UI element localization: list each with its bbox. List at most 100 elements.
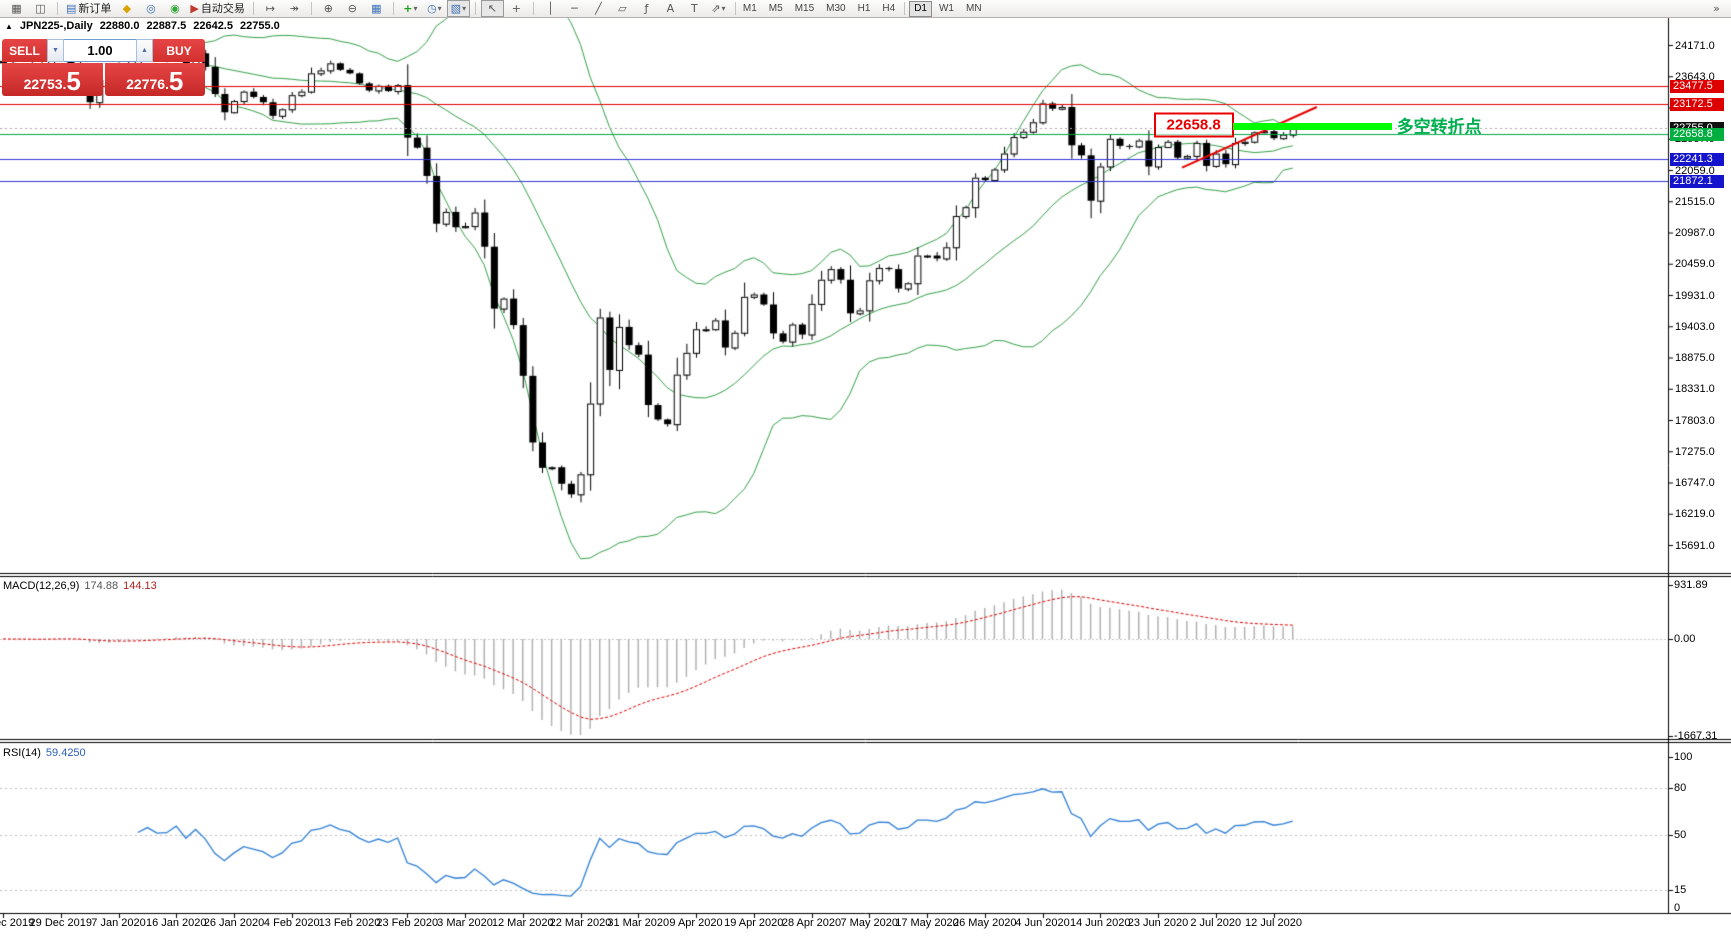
highlight-bar-object[interactable] — [1233, 122, 1392, 130]
timeframe-button-M5[interactable]: M5 — [768, 2, 783, 14]
toolbar-group-indicators: + ▾ ◷ ▾ ▧ ▾ — [396, 0, 473, 18]
timeframe-button-H1[interactable]: H1 — [857, 2, 871, 14]
new-order-button[interactable]: ▤ 新订单 — [63, 0, 114, 17]
crosshair-icon: + — [511, 2, 521, 15]
symbol-title: JPN225-,Daily — [19, 20, 93, 32]
rsi-axis-label: 15 — [1674, 883, 1687, 896]
new-chart-button[interactable]: ▦ — [5, 0, 28, 17]
text-label-button[interactable]: T — [683, 0, 706, 17]
volume-input[interactable] — [64, 39, 136, 62]
channel-button[interactable]: ▱ — [611, 0, 634, 17]
crosshair-button[interactable]: + — [505, 0, 528, 17]
signals-button[interactable]: ◉ — [163, 0, 186, 17]
price-tick-label: 21515.0 — [1675, 195, 1715, 208]
fibonacci-icon: ƒ — [644, 2, 649, 15]
macd-axis-label: 0.00 — [1674, 633, 1696, 645]
sell-price[interactable]: 22753. 5 — [2, 63, 103, 96]
price-tick-label: 15691.0 — [1675, 539, 1715, 552]
community-icon: ◎ — [146, 2, 156, 15]
zoom-in-button[interactable]: ⊕ — [317, 0, 340, 17]
vertical-line-icon: │ — [547, 2, 554, 15]
cursor-button[interactable]: ↖ — [480, 0, 504, 17]
macd-axis-label: 931.89 — [1674, 579, 1708, 591]
price-tick-label: 18875.0 — [1675, 352, 1715, 364]
timeframe-button-M15[interactable]: M15 — [794, 2, 815, 14]
sell-button[interactable]: SELL — [2, 39, 47, 62]
chart-title-bar: ▲ JPN225-,Daily 22880.0 22887.5 22642.5 … — [5, 20, 280, 32]
trendline-button[interactable]: ╱ — [587, 0, 610, 17]
price-tick-label: 18331.0 — [1675, 383, 1715, 396]
timeframe-button-H4[interactable]: H4 — [882, 2, 896, 14]
new-order-label: 新订单 — [78, 2, 112, 15]
price-tick-label: 19931.0 — [1675, 289, 1715, 302]
date-label: 2 Jul 2020 — [1190, 917, 1242, 929]
toolbar-separator — [904, 2, 906, 15]
new-chart-icon: ▦ — [11, 2, 22, 15]
price-annotation-text: 22658.8 — [1166, 116, 1221, 134]
templates-button[interactable]: ▧ ▾ — [446, 0, 470, 17]
pane-splitter[interactable] — [0, 737, 1731, 743]
timeframe-button-M30[interactable]: M30 — [826, 2, 846, 14]
pane-splitter[interactable] — [0, 571, 1731, 577]
arrows-button[interactable]: ⇗ ▾ — [707, 0, 730, 17]
periods-button[interactable]: ◷ ▾ — [423, 0, 446, 17]
timeframe-button-D1[interactable]: D1 — [909, 0, 932, 17]
volume-decrease-stepper[interactable]: ▼ — [47, 39, 64, 62]
buy-price-main: 22776. — [126, 76, 169, 92]
fibonacci-button[interactable]: ƒ — [635, 0, 658, 17]
timeframe-button-MN[interactable]: MN — [965, 2, 982, 14]
date-label: 22 Mar 2020 — [549, 917, 612, 929]
date-label: 19 Apr 2020 — [724, 917, 784, 929]
add-indicator-icon: + — [403, 2, 413, 15]
rsi-value: 59.4250 — [45, 747, 86, 759]
zoom-out-button[interactable]: ⊖ — [341, 0, 364, 17]
timeframe-button-W1[interactable]: W1 — [938, 2, 954, 14]
macd-axis-label: -1667.31 — [1674, 729, 1718, 742]
price-tick-label: 20987.0 — [1675, 227, 1715, 239]
text-button[interactable]: A — [659, 0, 682, 17]
chevron-down-icon: ▾ — [462, 4, 467, 13]
toolbar-more-icon: » — [1713, 2, 1720, 15]
price-tick-label: 17803.0 — [1675, 414, 1715, 427]
autotrading-button[interactable]: ▶ 自动交易 — [187, 0, 247, 17]
macd-value-signal: 144.13 — [123, 580, 157, 592]
note-text-object[interactable]: 多空转折点 — [1396, 117, 1482, 137]
date-label: 12 Mar 2020 — [491, 917, 554, 929]
date-label: 26 May 2020 — [952, 917, 1017, 929]
price-annotation-box[interactable]: 22658.8 — [1153, 112, 1234, 138]
rsi-label: RSI(14) — [3, 747, 41, 759]
autotrading-label: 自动交易 — [200, 2, 245, 15]
price-tick-label: 17275.0 — [1675, 445, 1715, 458]
chevron-down-icon: ▾ — [413, 4, 418, 13]
community-button[interactable]: ◎ — [139, 0, 162, 17]
horizontal-line-button[interactable]: ─ — [563, 0, 586, 17]
tile-windows-button[interactable]: ▦ — [365, 0, 388, 17]
chart-shift-button[interactable]: ↠ — [283, 0, 306, 17]
trendline-icon: ╱ — [595, 2, 602, 15]
toolbar-more-button[interactable]: » — [1705, 0, 1728, 17]
price-badge: 23477.5 — [1670, 79, 1724, 93]
price-tick-label: 19403.0 — [1675, 320, 1715, 333]
date-label: 7 Jan 2020 — [91, 917, 146, 929]
price-tick-label: 23643.0 — [1675, 70, 1715, 83]
buy-price[interactable]: 22776. 5 — [104, 63, 205, 96]
profiles-button[interactable]: ◫ — [29, 0, 52, 17]
volume-increase-stepper[interactable]: ▲ — [136, 39, 153, 62]
date-label: 3 Mar 2020 — [437, 917, 493, 929]
metaeditor-button[interactable]: ◆ — [115, 0, 138, 17]
autoscroll-button[interactable]: ↦ — [259, 0, 282, 17]
rsi-axis-label: 0 — [1674, 902, 1681, 914]
timeframe-button-M1[interactable]: M1 — [742, 2, 757, 14]
autotrading-icon: ▶ — [190, 2, 199, 15]
price-tick-label: 20459.0 — [1675, 258, 1715, 271]
date-label: 19 Dec 2019 — [0, 917, 35, 929]
add-indicator-button[interactable]: + ▾ — [399, 0, 422, 17]
toolbar-group-overflow: » — [1702, 0, 1731, 18]
toolbar-group-cursor: ↖ + — [478, 0, 531, 18]
date-label: 4 Feb 2020 — [263, 917, 320, 929]
buy-button[interactable]: BUY — [153, 39, 205, 62]
vertical-line-button[interactable]: │ — [539, 0, 562, 17]
chart-shift-icon: ↠ — [289, 2, 299, 15]
